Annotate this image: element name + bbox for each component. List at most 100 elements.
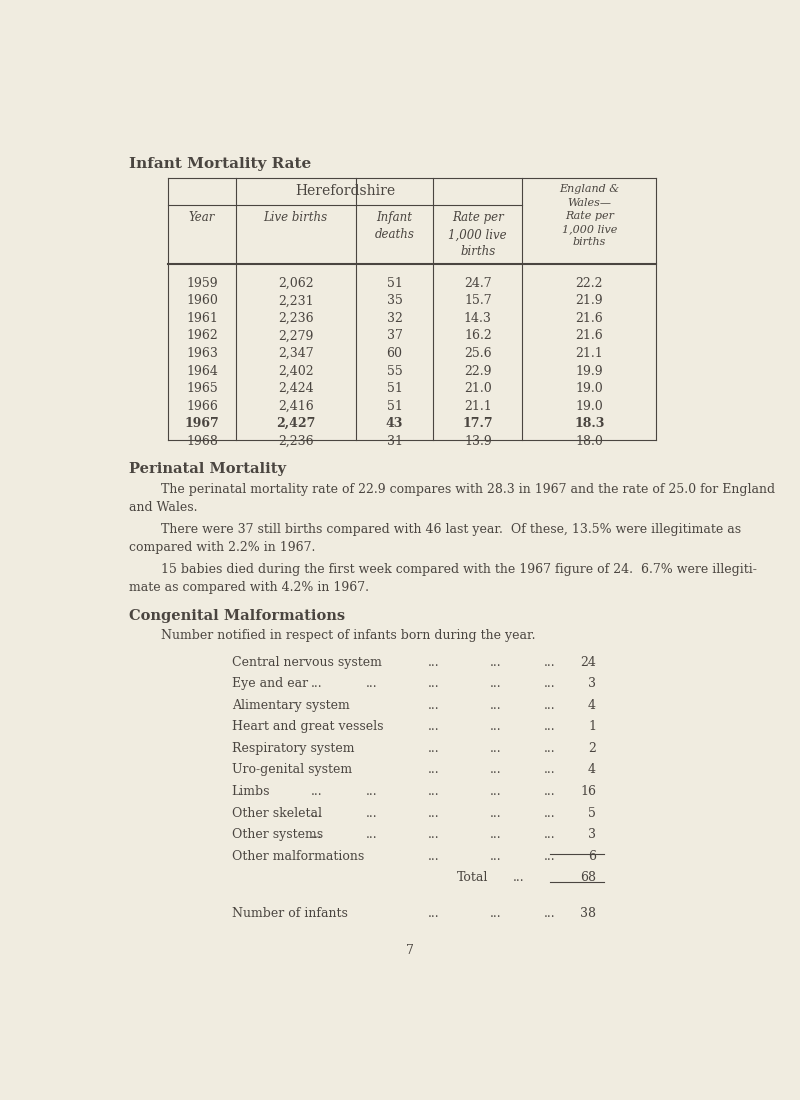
Text: 2,236: 2,236 [278,434,314,448]
Text: 31: 31 [386,434,402,448]
Text: 1967: 1967 [185,417,219,430]
Text: Herefordshire: Herefordshire [295,185,395,198]
Text: There were 37 still births compared with 46 last year.  Of these, 13.5% were ill: There were 37 still births compared with… [130,524,742,554]
Text: Year: Year [189,211,215,224]
Text: 21.6: 21.6 [575,312,603,324]
Text: 15 babies died during the first week compared with the 1967 figure of 24.  6.7% : 15 babies died during the first week com… [130,563,758,594]
Text: 16: 16 [580,785,596,798]
Text: 2,424: 2,424 [278,382,314,395]
Text: ...: ... [544,656,555,669]
Text: ...: ... [427,720,439,734]
Text: Other systems: Other systems [232,828,323,842]
Text: 3: 3 [588,828,596,842]
Text: ...: ... [490,678,501,690]
Text: 18.3: 18.3 [574,417,605,430]
Text: 43: 43 [386,417,403,430]
Text: 21.6: 21.6 [575,329,603,342]
Text: ...: ... [427,849,439,862]
Text: 7: 7 [406,945,414,957]
Text: ...: ... [311,785,323,798]
Text: Uro-genital system: Uro-genital system [232,763,352,777]
Text: 32: 32 [386,312,402,324]
Text: ...: ... [544,741,555,755]
Text: 18.0: 18.0 [575,434,603,448]
Text: ...: ... [311,678,323,690]
Text: 2,231: 2,231 [278,295,314,307]
Text: ...: ... [544,806,555,820]
Text: ...: ... [544,828,555,842]
Text: ...: ... [544,763,555,777]
Text: 60: 60 [386,346,402,360]
Text: 2,347: 2,347 [278,346,314,360]
Text: 22.9: 22.9 [464,364,491,377]
Text: 2,416: 2,416 [278,399,314,412]
Text: 1966: 1966 [186,399,218,412]
Text: 19.0: 19.0 [575,399,603,412]
Text: Other skeletal: Other skeletal [232,806,322,820]
Text: 15.7: 15.7 [464,295,492,307]
Text: ...: ... [366,806,377,820]
Text: Number of infants: Number of infants [232,906,348,920]
Text: 1968: 1968 [186,434,218,448]
Text: 19.0: 19.0 [575,382,603,395]
Text: 37: 37 [386,329,402,342]
Text: ...: ... [427,763,439,777]
Text: ...: ... [366,828,377,842]
Text: Infant Mortality Rate: Infant Mortality Rate [130,156,312,170]
Text: Number notified in respect of infants born during the year.: Number notified in respect of infants bo… [130,629,536,642]
Text: Alimentary system: Alimentary system [232,698,350,712]
Text: ...: ... [490,849,501,862]
Text: ...: ... [427,906,439,920]
Text: 2,236: 2,236 [278,312,314,324]
Text: England &
Wales—
Rate per
1,000 live
births: England & Wales— Rate per 1,000 live bir… [559,185,619,248]
Text: ...: ... [427,828,439,842]
Text: ...: ... [311,828,323,842]
Text: ...: ... [490,656,501,669]
Text: ...: ... [544,698,555,712]
Text: Limbs: Limbs [232,785,270,798]
Text: Total: Total [457,871,488,884]
Text: Respiratory system: Respiratory system [232,741,354,755]
Text: 2: 2 [588,741,596,755]
Text: 51: 51 [386,277,402,289]
Text: 51: 51 [386,399,402,412]
Text: 1959: 1959 [186,277,218,289]
Text: 14.3: 14.3 [464,312,492,324]
Text: ...: ... [366,785,377,798]
Text: ...: ... [366,678,377,690]
Text: Heart and great vessels: Heart and great vessels [232,720,383,734]
Text: 35: 35 [386,295,402,307]
Text: Rate per
1,000 live
births: Rate per 1,000 live births [449,211,507,258]
Text: ...: ... [490,828,501,842]
Text: 3: 3 [588,678,596,690]
Text: ...: ... [513,871,524,884]
Text: 24.7: 24.7 [464,277,492,289]
Text: 55: 55 [386,364,402,377]
Text: Congenital Malformations: Congenital Malformations [130,609,346,624]
Text: Perinatal Mortality: Perinatal Mortality [130,462,286,475]
Text: 22.2: 22.2 [576,277,603,289]
Text: 1964: 1964 [186,364,218,377]
Text: ...: ... [427,656,439,669]
Text: ...: ... [427,806,439,820]
Text: 2,279: 2,279 [278,329,314,342]
Text: ...: ... [490,906,501,920]
Text: 1: 1 [588,720,596,734]
Text: ...: ... [490,698,501,712]
Text: ...: ... [490,763,501,777]
Text: 13.9: 13.9 [464,434,492,448]
Text: 21.1: 21.1 [575,346,603,360]
Text: 4: 4 [588,698,596,712]
Text: 2,062: 2,062 [278,277,314,289]
Text: Live births: Live births [264,211,328,224]
Text: 6: 6 [588,849,596,862]
Text: 21.9: 21.9 [576,295,603,307]
Text: ...: ... [544,849,555,862]
Text: 38: 38 [580,906,596,920]
Text: 1965: 1965 [186,382,218,395]
Text: ...: ... [490,720,501,734]
Text: 21.1: 21.1 [464,399,492,412]
Text: 68: 68 [580,871,596,884]
Text: Central nervous system: Central nervous system [232,656,382,669]
Text: Eye and ear: Eye and ear [232,678,308,690]
